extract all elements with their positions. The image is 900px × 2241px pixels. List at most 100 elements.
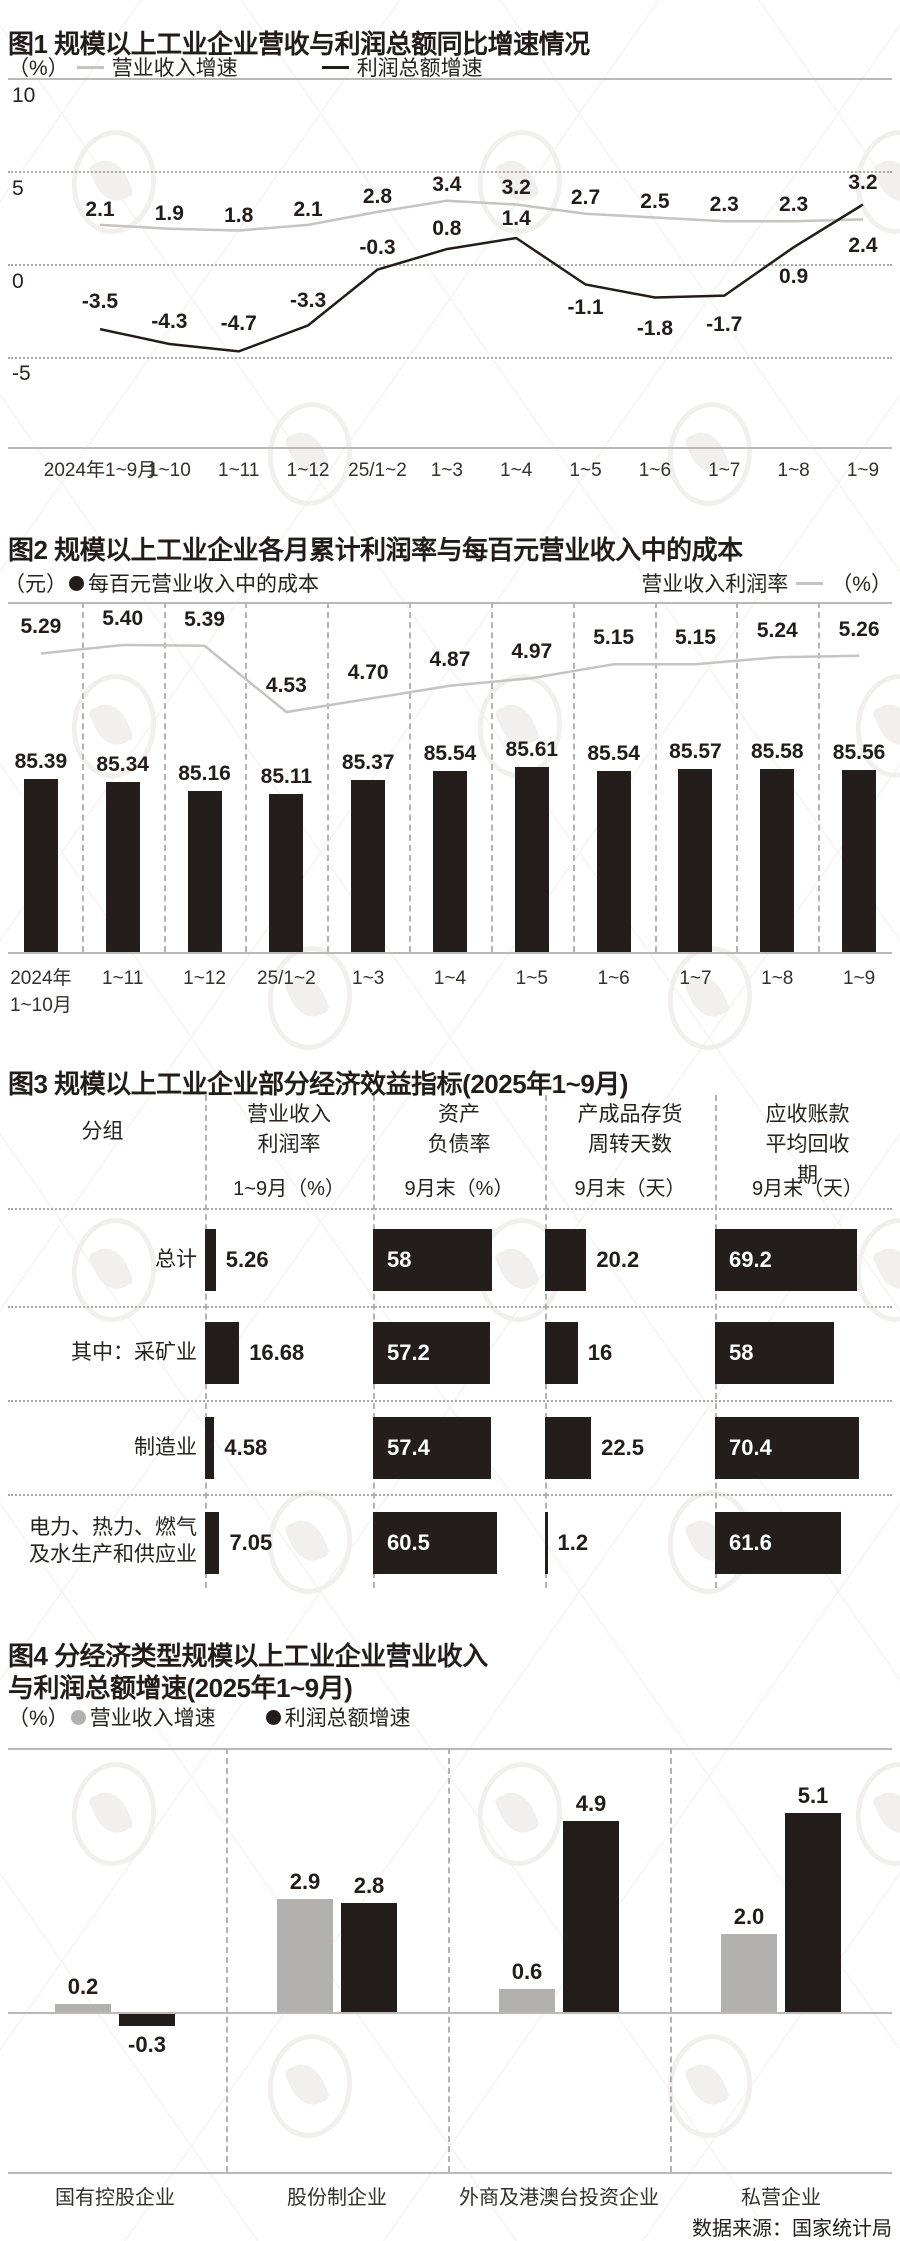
- figure1-x-tick-label: 2024年1~9月: [43, 460, 157, 481]
- figure2-x-tick-label: 1~4: [433, 968, 467, 989]
- figure1-profit-value-label: -1.7: [706, 312, 743, 336]
- figure1-top-axis-line: [8, 78, 892, 80]
- margin-value-label: 5.29: [20, 615, 62, 639]
- leaf-icon: [493, 1786, 541, 1840]
- figure1-revenue-value-label: 2.5: [640, 189, 670, 213]
- margin-value-label: 4.53: [265, 673, 307, 697]
- margin-value-label: 5.24: [756, 619, 798, 643]
- revenue-growth-bar: [55, 2004, 111, 2012]
- figure3-row-label: 制造业: [134, 1436, 197, 1459]
- figure1-x-tick-label: 1~8: [777, 460, 810, 481]
- cost-bar-value-label: 85.56: [832, 740, 886, 764]
- figure1-profit-value-label: -0.3: [359, 235, 396, 259]
- profit-line-swatch-icon: [321, 65, 349, 69]
- figure3-header: 资产 负债率: [427, 1103, 491, 1157]
- figure1-x-tick-label: 1~5: [569, 460, 602, 481]
- figure3-header-unit: 9月末（天）: [751, 1178, 864, 1200]
- figure2-column-separator: [572, 602, 575, 952]
- margin-value-label: 4.97: [511, 640, 553, 664]
- figure3-indicator-bar: [373, 1229, 492, 1291]
- figure1-profit-value-label: -1.8: [636, 317, 673, 341]
- figure4-group-separator: [448, 1748, 450, 2172]
- figure1-unit-label: （%）: [8, 57, 69, 80]
- figure4-top-axis-line: [8, 1748, 892, 1750]
- figure3-indicator-bar: [545, 1512, 548, 1574]
- figure2-title: 图2 规模以上工业企业各月累计利润率与每百元营业收入中的成本: [8, 534, 743, 565]
- leaf-icon: [87, 698, 135, 752]
- figure1-profit-value-label: -1.1: [567, 296, 604, 320]
- figure1-profit-value-label: 1.4: [501, 206, 531, 230]
- cost-bar-value-label: 85.39: [14, 749, 68, 773]
- figure1-x-tick-label: 1~12: [286, 460, 330, 481]
- figure3-cell-value-label: 4.58: [224, 1435, 268, 1460]
- figure3-indicator-bar: [373, 1417, 491, 1479]
- figure1-y-tick-label: -5: [12, 362, 31, 385]
- revenue-growth-bar: [277, 1898, 333, 2012]
- figure1-profit-value-label: -4.3: [151, 309, 188, 333]
- figure2-x-tick-label: 1~12: [183, 968, 226, 989]
- figure1-y-tick-label: 0: [12, 270, 24, 293]
- cost-bar-value-label: 85.54: [423, 741, 477, 765]
- figure1-revenue-value-label: 2.3: [779, 193, 809, 217]
- figure2-legend-right: 营业收入利润率 （%）: [641, 568, 892, 598]
- figure2-column-separator: [818, 602, 821, 952]
- cost-bar-value-label: 85.61: [505, 738, 559, 761]
- figure2-x-tick-label: 1~11: [102, 968, 144, 989]
- figure1-revenue-value-label: 2.1: [85, 197, 115, 221]
- figure3-indicator-bar: [205, 1229, 216, 1291]
- leaf-icon: [87, 1786, 135, 1840]
- revenue-line-swatch-icon: [76, 65, 104, 69]
- profit-growth-bar: [785, 1813, 841, 2012]
- cost-bar-value-label: 85.54: [587, 741, 640, 765]
- figure3-cell-value-label: 61.6: [729, 1530, 772, 1555]
- figure1-x-tick-label: 1~6: [638, 460, 672, 481]
- figure3-row-label: 总计: [155, 1248, 197, 1271]
- figure3-row-separator: [8, 1306, 892, 1308]
- figure2-column-separator: [654, 602, 657, 952]
- figure3-cell-value-label: 22.5: [601, 1435, 644, 1460]
- figure3-indicator-bar: [373, 1512, 498, 1574]
- figure1-profit-value-label: -4.7: [220, 312, 257, 336]
- figure2-x-tick-label: 2024年 1~10月: [9, 968, 72, 1016]
- cost-bar: [23, 778, 58, 952]
- leaf-icon: [871, 1242, 900, 1296]
- figure3-row-separator: [8, 1494, 892, 1496]
- revenue-bar-swatch-icon: [70, 1709, 86, 1725]
- figure3-indicator-bar: [545, 1229, 587, 1291]
- figure1-revenue-value-label: 2.1: [293, 197, 323, 221]
- figure2-column-separator: [163, 602, 166, 952]
- figure2-top-axis-line: [8, 602, 892, 604]
- figure1-x-tick-label: 1~3: [430, 460, 463, 481]
- figure1-revenue-value-label: 3.2: [501, 176, 531, 200]
- figure3-header-unit: 9月末（%）: [404, 1178, 514, 1200]
- figure2-legend-margin-label: 营业收入利润率: [641, 573, 789, 596]
- figure1-profit-value-label: -3.5: [81, 290, 119, 314]
- figure3-indicator-bar: [205, 1322, 240, 1384]
- figure2-column-separator: [245, 602, 248, 952]
- figure1-profit-value-label: -3.3: [289, 289, 327, 313]
- figure4-group-separator: [226, 1748, 228, 2172]
- figure1-profit-value-label: 3.2: [848, 171, 878, 195]
- leaf-icon: [683, 2058, 731, 2112]
- figure2-column-separator: [409, 602, 412, 952]
- figure3-row-label: 电力、热力、燃气 及水生产和供应业: [29, 1516, 197, 1567]
- cost-bar: [351, 779, 386, 952]
- figure4-value-label: 5.1: [797, 1783, 829, 1809]
- figure3-title: 图3 规模以上工业企业部分经济效益指标(2025年1~9月): [8, 1068, 628, 1099]
- figure3-header: 营业收入 利润率: [247, 1103, 331, 1157]
- figure3-cell-value-label: 60.5: [387, 1530, 430, 1555]
- figure2-column-separator: [490, 602, 493, 952]
- margin-value-label: 4.87: [429, 647, 471, 671]
- figure3-indicator-bar: [715, 1512, 842, 1574]
- figure2-x-tick-label: 1~8: [761, 968, 794, 989]
- margin-value-label: 5.15: [675, 626, 716, 650]
- figure2-x-tick-label: 25/1~2: [257, 968, 316, 989]
- figure3-indicator-bar: [205, 1417, 215, 1479]
- figure4-value-label: 2.9: [289, 1868, 321, 1894]
- figure3-header-unit: 9月末（天）: [574, 1178, 686, 1200]
- figure1-x-tick-label: 1~4: [500, 460, 533, 481]
- cost-bar: [514, 767, 549, 952]
- profit-bar-swatch-icon: [265, 1709, 281, 1725]
- figure4-value-label: 4.9: [575, 1790, 607, 1816]
